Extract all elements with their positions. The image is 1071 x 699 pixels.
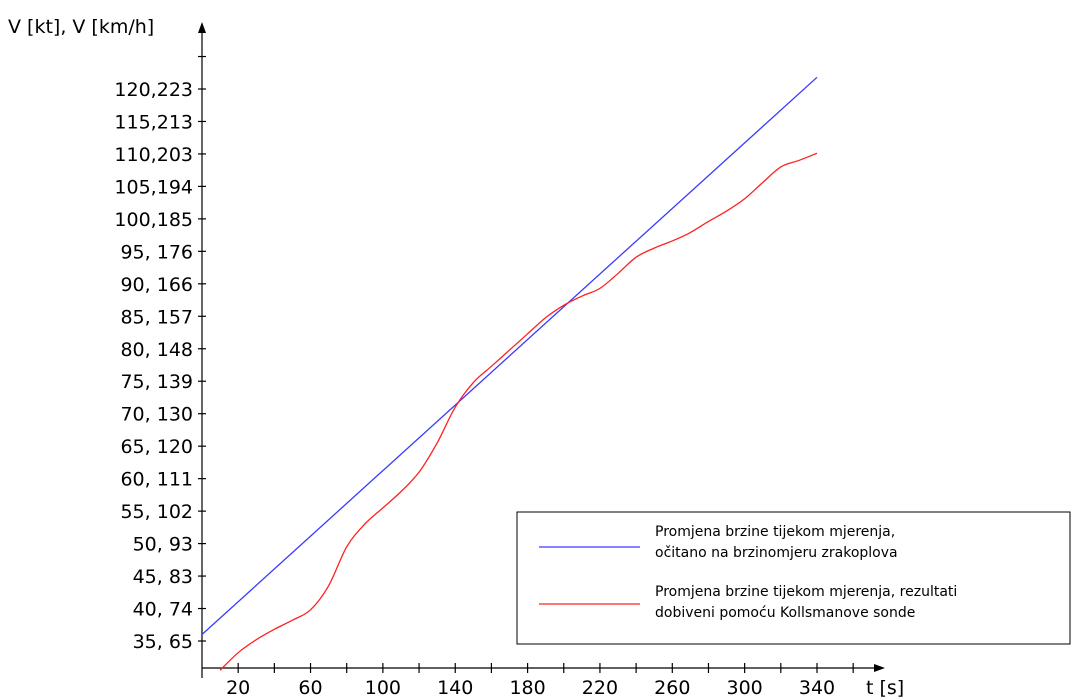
x-ticks: 20 60 100 140 180 220 260 300 340	[226, 663, 854, 699]
y-tick-label: 50, 93	[133, 534, 193, 556]
legend-label-1: Promjena brzine tijekom mjerenja,	[655, 524, 895, 540]
x-tick-label: 60	[298, 677, 322, 699]
series-line-1	[201, 76, 818, 635]
y-axis-arrow	[198, 22, 206, 33]
x-tick-label: 180	[509, 677, 545, 699]
series-line-2	[219, 152, 818, 671]
x-tick-label: 340	[799, 677, 835, 699]
y-tick-label: 90, 166	[120, 274, 193, 296]
axes	[198, 22, 885, 678]
x-tick-label: 300	[727, 677, 763, 699]
y-tick-label: 65, 120	[120, 436, 193, 458]
y-tick-label: 110,203	[114, 144, 193, 166]
legend-label-2: dobiveni pomoću Kollsmanove sonde	[655, 605, 915, 621]
y-tick-label: 105,194	[114, 176, 193, 198]
y-tick-label: 45, 83	[133, 566, 193, 588]
legend-label-1: očitano na brzinomjeru zrakoplova	[655, 545, 898, 561]
y-tick-label: 85, 157	[120, 306, 193, 328]
y-tick-label: 80, 148	[120, 339, 193, 361]
y-tick-label: 70, 130	[120, 404, 193, 426]
y-axis-title: V [kt], V [km/h]	[8, 16, 154, 38]
y-tick-label: 60, 111	[120, 469, 193, 491]
x-axis-arrow	[874, 664, 885, 672]
y-tick-label: 55, 102	[120, 501, 193, 523]
legend-box	[516, 511, 1071, 645]
y-tick-label: 75, 139	[120, 371, 193, 393]
series-layer	[201, 76, 818, 671]
y-ticks: 35, 65 40, 74 45, 83 50, 93 55, 102 60, 111 65…	[114, 55, 206, 653]
y-tick-label: 120,223	[114, 79, 193, 101]
legend-label-2: Promjena brzine tijekom mjerenja, rezult…	[655, 584, 957, 600]
legend: Promjena brzine tijekom mjerenja, očitano…	[516, 511, 1071, 645]
x-tick-label: 140	[437, 677, 473, 699]
x-tick-label: 220	[582, 677, 618, 699]
y-tick-label: 35, 65	[133, 631, 193, 653]
y-tick-label: 100,185	[114, 209, 193, 231]
y-tick-label: 40, 74	[133, 599, 193, 621]
y-tick-label: 115,213	[114, 111, 193, 133]
x-tick-label: 260	[654, 677, 690, 699]
y-tick-label: 95, 176	[120, 241, 193, 263]
x-tick-label: 20	[226, 677, 250, 699]
x-tick-label: 100	[365, 677, 401, 699]
x-axis-title: t [s]	[866, 677, 904, 699]
